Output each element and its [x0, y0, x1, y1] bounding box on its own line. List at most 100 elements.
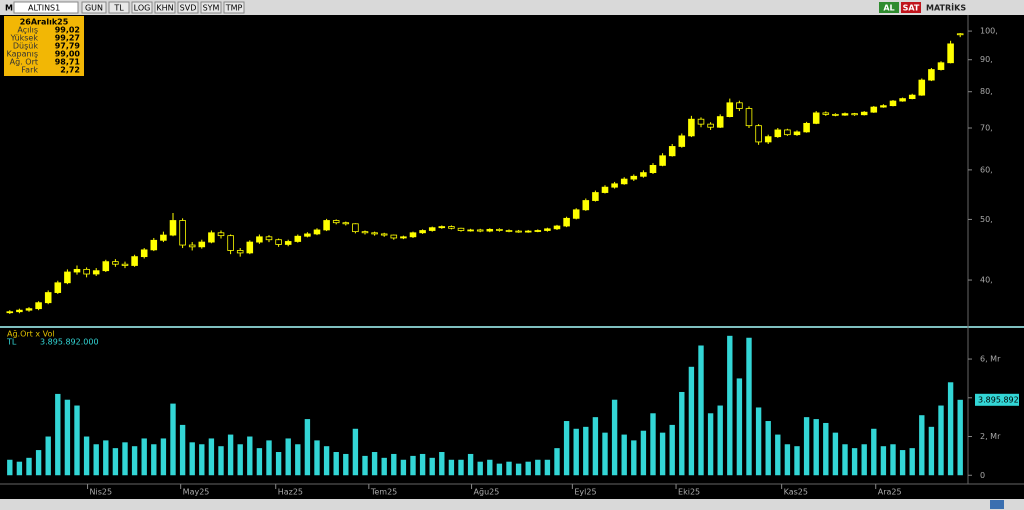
volume-bar	[314, 440, 320, 476]
trade-button[interactable]	[879, 2, 899, 13]
candle-body	[544, 228, 551, 231]
candle-body	[697, 118, 705, 125]
volume-bar	[247, 436, 253, 476]
candle-body	[457, 227, 465, 231]
volume-bar	[160, 438, 167, 476]
candle-body	[16, 309, 23, 313]
scrollbar[interactable]	[0, 499, 1024, 510]
toolbar-button-label: TMP	[225, 4, 243, 13]
toolbar-button[interactable]	[108, 1, 130, 14]
toolbar-button-label: LOG	[134, 4, 151, 13]
y-tick-label: 90,	[980, 55, 993, 64]
volume-bar	[717, 405, 723, 476]
volume-bar	[669, 424, 675, 476]
toolbar	[0, 0, 1024, 15]
volume-bar	[16, 461, 23, 476]
volume-bar	[391, 453, 397, 476]
volume-bar	[362, 455, 368, 476]
candle-body	[438, 226, 446, 229]
info-label: Fark	[21, 66, 38, 75]
volume-bar	[515, 463, 522, 476]
volume-bar	[141, 438, 147, 476]
candle-body	[256, 236, 263, 243]
volume-bar	[544, 459, 551, 476]
candle-body	[908, 94, 916, 99]
toolbar-button[interactable]	[223, 1, 245, 14]
candle-body	[342, 222, 350, 225]
candle-body	[275, 239, 282, 245]
candle-body	[928, 69, 935, 81]
volume-bar	[439, 452, 445, 476]
info-rows: Açılış 99,02 Yüksek 99,27 Düşük 97,79 Kapanış 9…	[7, 26, 81, 75]
brand: MATRİKS	[926, 3, 966, 13]
volume-bar	[592, 417, 599, 476]
candle-body	[630, 175, 638, 180]
toolbar-button[interactable]	[154, 1, 176, 14]
volume-bar	[227, 434, 234, 476]
candle-body	[409, 232, 417, 238]
candle-body	[649, 164, 657, 174]
volume-bar	[122, 442, 128, 476]
symbol-box[interactable]	[13, 1, 79, 14]
volume-bar	[419, 453, 426, 476]
toolbar-button[interactable]	[200, 1, 222, 14]
volume-bar	[429, 457, 435, 476]
toolbar-buttons: M ALTINS1 GUN TL LOG KHN SVD SYM TMP AL SAT MATRİKS	[5, 1, 966, 14]
trade-button-label: AL	[883, 4, 894, 13]
candle-body	[83, 268, 90, 275]
trade-button[interactable]	[901, 2, 921, 13]
volume-bar	[554, 448, 560, 476]
volume-bar	[295, 444, 301, 476]
candle-body	[352, 223, 359, 233]
y-tick-label: 70,	[980, 123, 993, 132]
candle-body	[44, 292, 52, 304]
y-tick-label: 80,	[980, 87, 993, 96]
candle-body	[534, 230, 542, 232]
toolbar-button[interactable]	[81, 1, 107, 14]
toolbar-button[interactable]	[177, 1, 199, 14]
volume-bar	[381, 457, 387, 476]
volume-bar	[218, 446, 224, 476]
candle-body	[678, 135, 686, 147]
info-label: Kapanış	[7, 50, 38, 59]
volume-legend-value: 3.895.892.000	[40, 338, 99, 347]
candle-body	[899, 98, 906, 102]
candle-body	[304, 233, 311, 237]
volume-bar	[189, 442, 195, 476]
info-label: Ağ. Ort	[10, 58, 38, 67]
candle-body	[784, 129, 791, 136]
candle-body	[169, 220, 177, 236]
x-tick-label: Eki25	[678, 488, 700, 497]
volume-bar	[755, 407, 762, 476]
info-label: Yüksek	[10, 34, 39, 43]
scroll-button[interactable]	[990, 500, 1004, 509]
candle-body	[793, 131, 801, 136]
volume-bar	[602, 432, 608, 476]
volume-bar	[573, 428, 579, 476]
candle-body	[371, 232, 378, 235]
y-tick-label: 2, Mr	[980, 432, 1001, 441]
volume-bar	[631, 440, 637, 476]
volume-bar	[266, 440, 272, 476]
candle-body	[880, 105, 887, 108]
candle-body	[112, 261, 119, 265]
candle-body	[688, 118, 695, 137]
volume-bar	[525, 461, 531, 476]
volume-bar	[7, 459, 13, 476]
volume-bar	[640, 430, 647, 476]
volume-bar	[410, 455, 416, 476]
volume-bar	[707, 413, 714, 476]
volume-bar	[650, 413, 656, 476]
candle-body	[54, 282, 62, 293]
volume-bar	[563, 421, 570, 476]
info-value: 2,72	[60, 66, 80, 75]
candle-body	[217, 232, 225, 237]
volume-bar	[477, 461, 483, 476]
toolbar-button[interactable]	[131, 1, 153, 14]
volume-bar	[64, 399, 71, 476]
volume-bar	[861, 444, 867, 476]
candle-body	[448, 226, 455, 229]
last-value-box	[975, 393, 1019, 406]
candle-body	[313, 229, 321, 235]
